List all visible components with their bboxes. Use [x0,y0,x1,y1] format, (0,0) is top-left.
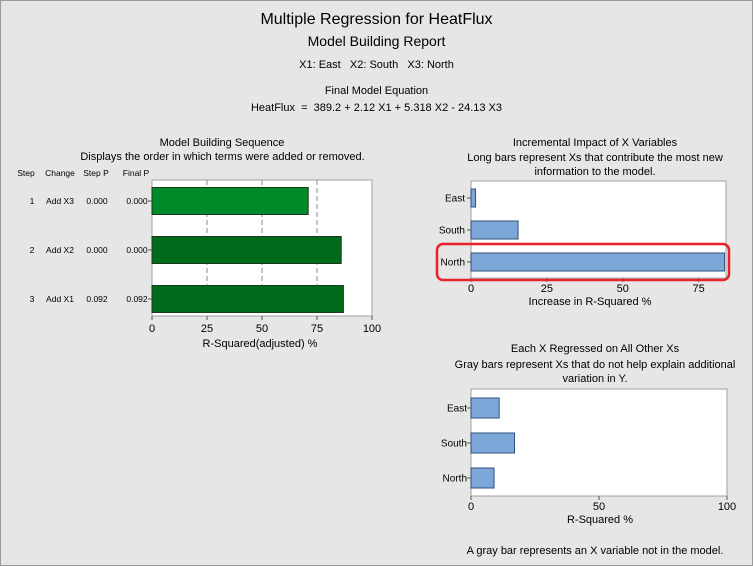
sequence-table-header: Final P [123,168,150,178]
model-equation: HeatFlux = 389.2 + 2.12 X1 + 5.318 X2 - … [250,102,503,114]
equation-heading: Final Model Equation [324,85,429,97]
report-subtitle: Model Building Report [307,33,446,49]
sequence-tick-label: 0 [149,323,155,335]
incremental-tick-label: 25 [541,283,553,295]
sequence-table-header: Step P [83,168,109,178]
sequence-table-cell: 0.092 [86,294,108,304]
regressed-category-label: North [443,474,467,485]
incremental-bar [470,252,725,272]
sequence-table-cell: 2 [30,245,35,255]
regressed-bar [470,467,495,489]
sequence-bar [151,285,344,313]
regressed-tick-label: 50 [593,501,605,513]
regressed-bar [470,397,500,419]
incremental-tick-label: 0 [468,283,474,295]
sequence-tick-label: 100 [363,323,381,335]
regressed-tick-label: 100 [718,501,736,513]
sequence-tick-label: 50 [256,323,268,335]
variable-label: X2: South [349,59,399,71]
report-title: Multiple Regression for HeatFlux [260,11,493,28]
variable-label: X1: East [299,59,341,71]
incremental-tick-label: 75 [693,283,705,295]
sequence-table-cell: 0.000 [126,196,148,206]
sequence-table-cell: 0.092 [126,294,148,304]
highlight-box [435,242,731,282]
incremental-x-axis-label: Increase in R-Squared % [528,296,652,308]
sequence-table-cell: 0.000 [86,196,108,206]
sequence-table-cell: 0.000 [126,245,148,255]
sequence-tick-label: 25 [201,323,213,335]
sequence-table-cell: 1 [30,196,35,206]
incremental-bar [470,188,477,208]
regressed-category-label: South [441,439,467,450]
regressed-bar [470,432,516,454]
regressed-tick-label: 0 [468,501,474,513]
variable-legend: X1: East X2: South X3: North [0,59,753,71]
sequence-table-header: Step [17,168,35,178]
sequence-table-header: Change [45,168,75,178]
sequence-table-cell: 3 [30,294,35,304]
gray-bar-footnote: A gray bar represents an X variable not … [466,545,724,557]
regressed-chart-title: Each X Regressed on All Other Xs [510,343,680,355]
sequence-bar [151,187,309,215]
sequence-x-axis-label: R-Squared(adjusted) % [202,338,318,350]
incremental-category-label: East [445,194,465,205]
sequence-tick-label: 75 [311,323,323,335]
sequence-table-cell: Add X2 [46,245,74,255]
regressed-category-label: East [447,404,467,415]
incremental-chart-title: Incremental Impact of X Variables [512,137,678,149]
sequence-chart-title: Model Building Sequence [159,137,285,149]
sequence-table-cell: 0.000 [86,245,108,255]
regressed-x-axis-label: R-Squared % [566,514,634,526]
sequence-chart-subtitle: Displays the order in which terms were a… [80,151,365,163]
incremental-category-label: North [441,258,465,269]
sequence-table-cell: Add X3 [46,196,74,206]
incremental-chart-subtitle: Long bars represent Xs that contribute t… [467,152,723,178]
sequence-table-cell: Add X1 [46,294,74,304]
incremental-tick-label: 50 [617,283,629,295]
regressed-chart-subtitle: Gray bars represent Xs that do not help … [454,359,736,385]
variable-label: X3: North [407,59,454,71]
sequence-bar [151,236,342,264]
incremental-category-label: South [439,226,465,237]
incremental-bar [470,220,519,240]
